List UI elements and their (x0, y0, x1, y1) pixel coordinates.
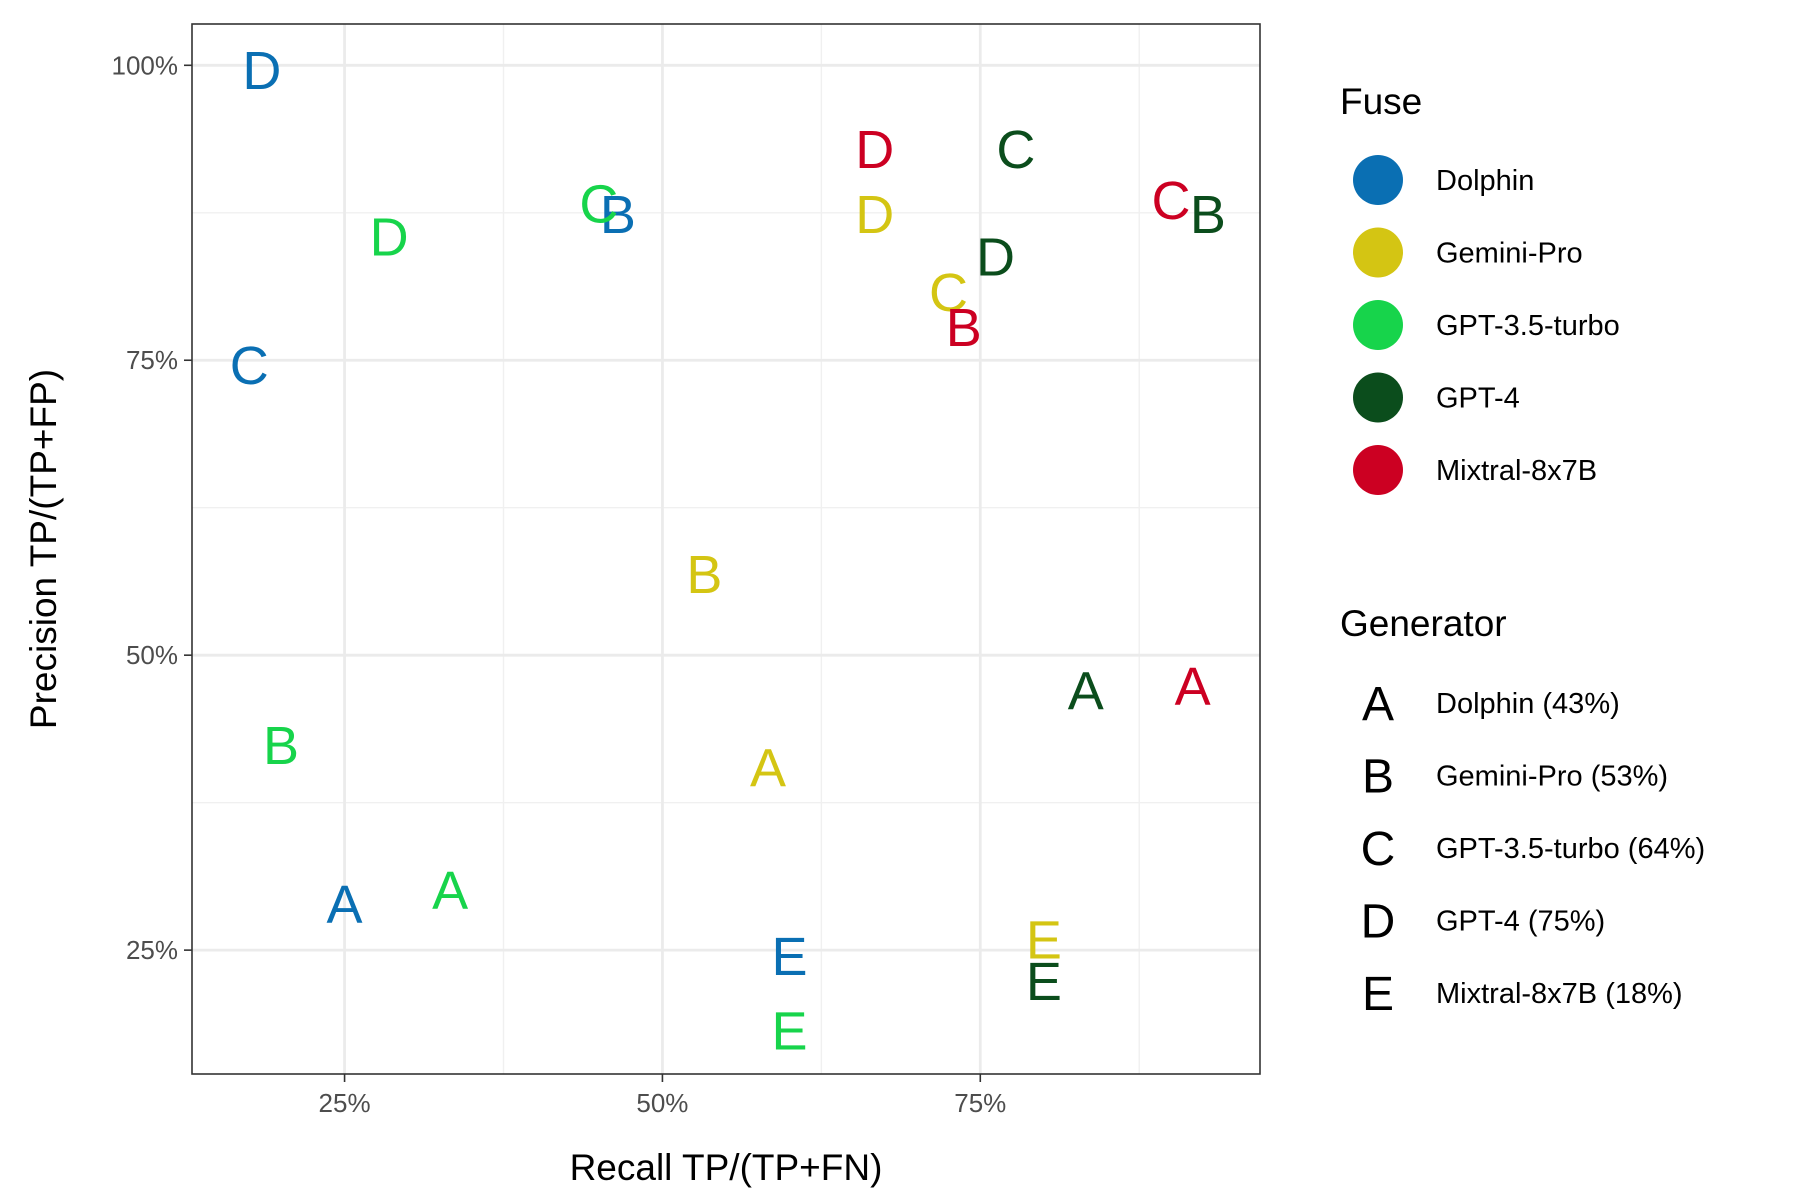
legend-generator-key-c: C (1361, 823, 1396, 876)
legend-fuse-label-gpt-3-5-turbo: GPT-3.5-turbo (1436, 310, 1620, 342)
legend-generator-label-c: GPT-3.5-turbo (64%) (1436, 833, 1705, 865)
x-tick-label: 75% (954, 1088, 1006, 1118)
point-dolphin-a: A (327, 875, 363, 935)
legend-fuse-label-mixtral-8x7b: Mixtral-8x7B (1436, 455, 1597, 487)
x-tick-label: 25% (319, 1088, 371, 1118)
point-gemini-pro-e: E (1026, 911, 1062, 971)
legend-generator-key-a: A (1362, 678, 1394, 731)
point-gemini-pro-c: C (929, 263, 968, 323)
legend-fuse-label-gemini-pro: Gemini-Pro (1436, 238, 1583, 270)
point-mixtral-8x7b-c: C (1152, 171, 1191, 231)
point-dolphin-c: C (230, 336, 269, 396)
point-gpt-3-5-turbo-b: B (263, 716, 299, 776)
y-axis-title: Precision TP/(TP+FP) (23, 369, 64, 729)
point-dolphin-d: D (242, 41, 281, 101)
point-gemini-pro-a: A (750, 738, 786, 798)
legend-generator-label-a: Dolphin (43%) (1436, 688, 1620, 720)
point-mixtral-8x7b-b: B (946, 298, 982, 358)
legend-fuse-key-gpt-3-5-turbo (1353, 300, 1403, 350)
legend-fuse: Fuse Dolphin Gemini-Pro GPT-3.5-turbo GPT-4… (1340, 81, 1620, 495)
legend-generator-label-b: Gemini-Pro (53%) (1436, 761, 1668, 793)
grid (192, 24, 1260, 1074)
legend-generator-key-b: B (1362, 751, 1394, 804)
legend-fuse-label-gpt-4: GPT-4 (1436, 383, 1520, 415)
legend-fuse-key-dolphin (1353, 155, 1403, 205)
point-gpt-4-a: A (1068, 662, 1104, 722)
point-mixtral-8x7b-a: A (1175, 657, 1211, 717)
point-gpt-3-5-turbo-c: C (579, 174, 618, 234)
legend-generator-label-d: GPT-4 (75%) (1436, 906, 1605, 938)
point-gpt-3-5-turbo-e: E (772, 1001, 808, 1061)
x-axis-title: Recall TP/(TP+FN) (570, 1147, 883, 1188)
y-tick-label: 75% (126, 345, 178, 375)
legend-generator: Generator A Dolphin (43%) B Gemini-Pro (53%… (1340, 603, 1705, 1021)
plot-panel-border (191, 23, 1261, 1075)
legend-generator-label-e: Mixtral-8x7B (18%) (1436, 978, 1683, 1010)
point-gpt-4-c: C (996, 120, 1035, 180)
point-gpt-4-d: D (976, 227, 1015, 287)
x-tick-label: 50% (636, 1088, 688, 1118)
point-dolphin-b: B (600, 185, 636, 245)
axis-ticks: 25% 50% 75% 25% 50% 75% 100% (112, 50, 1007, 1118)
legend-generator-key-d: D (1361, 896, 1396, 949)
legend-generator-key-e: E (1362, 968, 1394, 1021)
y-tick-label: 100% (112, 50, 179, 80)
legend-fuse-title: Fuse (1340, 81, 1422, 122)
point-gpt-4-e: E (1026, 952, 1062, 1012)
legend-generator-title: Generator (1340, 603, 1507, 644)
point-dolphin-e: E (772, 927, 808, 987)
legend-fuse-key-gemini-pro (1353, 227, 1403, 278)
legend-fuse-key-gpt-4 (1353, 372, 1403, 423)
point-gemini-pro-b: B (686, 545, 722, 605)
point-gpt-3-5-turbo-d: D (370, 207, 409, 267)
legend-fuse-label-dolphin: Dolphin (1436, 165, 1534, 197)
y-tick-label: 50% (126, 640, 178, 670)
point-gpt-3-5-turbo-a: A (432, 861, 468, 921)
point-gemini-pro-d: D (855, 185, 894, 245)
point-mixtral-8x7b-d: D (855, 120, 894, 180)
legend-fuse-key-mixtral-8x7b (1353, 445, 1403, 495)
point-gpt-4-b: B (1190, 185, 1226, 245)
y-tick-label: 25% (126, 935, 178, 965)
